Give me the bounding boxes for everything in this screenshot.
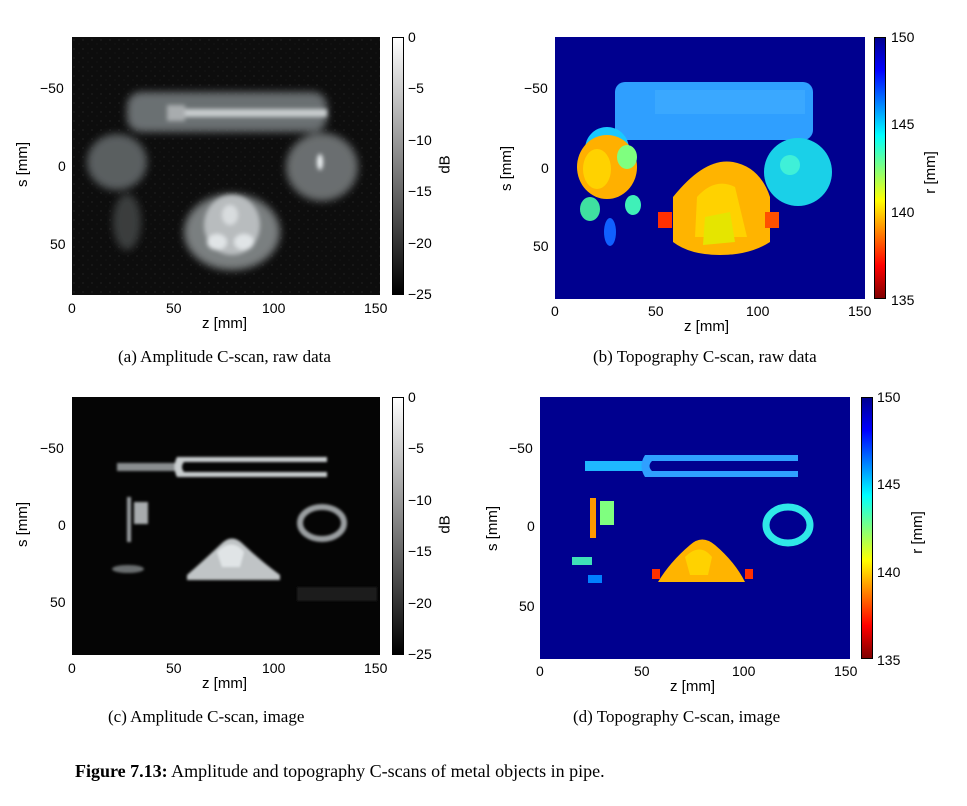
x-tick: 100 [732,663,756,679]
figure-label: Figure 7.13: [75,761,168,781]
colorbar-tick: −25 [408,646,432,662]
y-axis-label: s [mm] [484,506,501,551]
x-tick: 150 [848,303,872,319]
y-tick: −50 [524,80,548,96]
colorbar-tick: −20 [408,595,432,611]
colorbar-tick: −25 [408,286,432,302]
figure-caption: Figure 7.13: Amplitude and topography C-… [75,761,605,782]
topography-raw-image [555,37,865,299]
x-tick: 0 [68,660,76,676]
y-tick: 50 [519,598,535,614]
x-axis-label: z [mm] [684,318,729,335]
y-tick: 50 [50,594,66,610]
colorbar-tick: −5 [408,440,424,456]
colorbar-tick: −15 [408,543,432,559]
colorbar-label: r [mm] [921,151,939,194]
x-tick: 100 [746,303,770,319]
colorbar-label: dB [436,515,454,534]
x-tick: 50 [634,663,650,679]
subfigure-caption: (b) Topography C-scan, raw data [593,347,817,366]
subfigure-caption: (d) Topography C-scan, image [573,707,781,726]
y-tick: 0 [58,517,66,533]
x-tick: 50 [648,303,664,319]
y-tick: 50 [50,236,66,252]
x-tick: 50 [166,660,182,676]
figure-caption-text: Amplitude and topography C-scans of meta… [167,761,605,781]
colorbar-tick: 140 [877,564,901,580]
amplitude-raw-image [72,37,380,295]
subfigure-caption: (a) Amplitude C-scan, raw data [118,347,331,366]
colorbar-tick: 150 [877,389,901,405]
x-tick: 0 [551,303,559,319]
x-axis-label: z [mm] [670,678,715,695]
colorbar-label: dB [436,155,454,174]
colorbar-tick: −10 [408,492,432,508]
y-axis-label: s [mm] [498,146,515,191]
x-tick: 0 [536,663,544,679]
amplitude-image [72,397,380,655]
x-axis-label: z [mm] [202,675,247,692]
topography-image [540,397,850,659]
y-axis-label: s [mm] [14,142,31,187]
y-tick: −50 [40,80,64,96]
colorbar-tick: 0 [408,389,416,405]
colorbar-gray-c [392,397,404,655]
x-tick: 150 [364,660,388,676]
colorbar-tick: −10 [408,132,432,148]
x-tick: 0 [68,300,76,316]
colorbar-tick: −20 [408,235,432,251]
colorbar-tick: −5 [408,80,424,96]
x-tick: 100 [262,660,286,676]
colorbar-tick: 150 [891,29,915,45]
y-tick: −50 [509,440,533,456]
colorbar-gray-a [392,37,404,295]
colorbar-tick: −15 [408,183,432,199]
y-tick: 50 [533,238,549,254]
y-tick: 0 [58,158,66,174]
y-tick: −50 [40,440,64,456]
colorbar-tick: 135 [877,652,901,668]
colorbar-tick: 0 [408,29,416,45]
y-axis-label: s [mm] [14,502,31,547]
x-tick: 150 [834,663,858,679]
subfigure-caption: (c) Amplitude C-scan, image [108,707,305,726]
x-tick: 150 [364,300,388,316]
y-tick: 0 [541,160,549,176]
colorbar-tick: 145 [891,116,915,132]
colorbar-tick: 140 [891,204,915,220]
x-tick: 100 [262,300,286,316]
colorbar-jet-b [874,37,886,299]
x-axis-label: z [mm] [202,315,247,332]
y-tick: 0 [527,518,535,534]
colorbar-jet-d [861,397,873,659]
colorbar-tick: 135 [891,292,915,308]
colorbar-label: r [mm] [908,511,926,554]
colorbar-tick: 145 [877,476,901,492]
x-tick: 50 [166,300,182,316]
